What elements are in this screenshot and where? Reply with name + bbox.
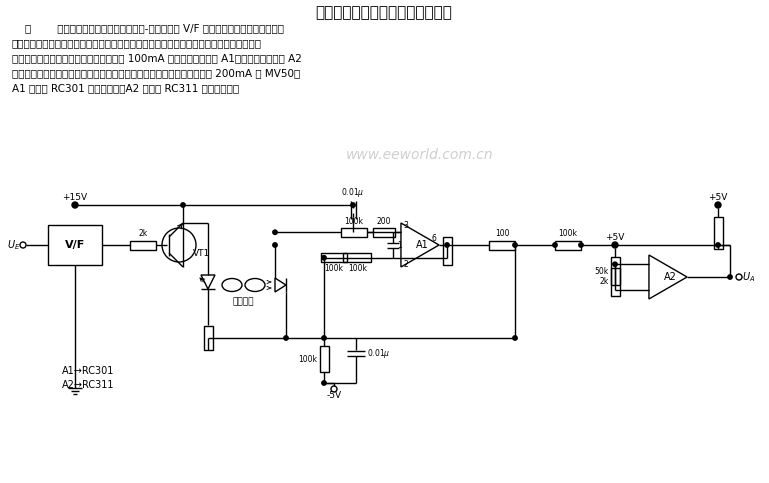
Text: A2: A2 bbox=[664, 272, 677, 282]
Text: 3: 3 bbox=[404, 221, 408, 230]
Bar bbox=[611, 268, 620, 296]
Text: 100k: 100k bbox=[325, 264, 344, 273]
Bar bbox=[321, 253, 347, 262]
Text: +5V: +5V bbox=[605, 233, 624, 242]
Text: 100k: 100k bbox=[348, 264, 367, 273]
Circle shape bbox=[351, 203, 355, 207]
Text: 2k: 2k bbox=[138, 229, 148, 239]
Text: A1: A1 bbox=[415, 240, 428, 250]
Circle shape bbox=[273, 243, 277, 247]
Circle shape bbox=[321, 336, 326, 340]
Text: 2k: 2k bbox=[599, 278, 608, 286]
Text: $U_E$: $U_E$ bbox=[7, 238, 20, 252]
Text: www.eeworld.com.cn: www.eeworld.com.cn bbox=[346, 148, 494, 162]
Text: +5V: +5V bbox=[708, 193, 727, 202]
Text: +15V: +15V bbox=[62, 193, 88, 202]
Circle shape bbox=[321, 381, 326, 385]
Circle shape bbox=[73, 203, 77, 207]
Bar bbox=[489, 241, 515, 250]
Text: VT1: VT1 bbox=[193, 248, 210, 257]
Text: 2: 2 bbox=[404, 260, 408, 269]
Bar bbox=[130, 241, 156, 250]
Text: 100k: 100k bbox=[345, 217, 364, 226]
Bar bbox=[714, 217, 723, 249]
Circle shape bbox=[181, 203, 185, 207]
Text: A1 可采用 RC301 运算放大器，A2 可采用 RC311 运算放大器。: A1 可采用 RC301 运算放大器，A2 可采用 RC311 运算放大器。 bbox=[12, 83, 239, 93]
Bar bbox=[48, 225, 102, 265]
Circle shape bbox=[321, 256, 326, 260]
Text: A2→RC311: A2→RC311 bbox=[62, 380, 115, 390]
Text: 管送进光导纤维。光导纤维或聚苯乙烯杆的长度决定于数字或模拟信号输入端和光敏二极管: 管送进光导纤维。光导纤维或聚苯乙烯杆的长度决定于数字或模拟信号输入端和光敏二极管 bbox=[12, 38, 262, 48]
Text: $0.01\mu$: $0.01\mu$ bbox=[367, 346, 391, 359]
Bar bbox=[319, 346, 328, 372]
Text: 之间隔离的电压值。光敏二极管可驱动有 100mA 输出的运算放大器 A1，再经运算放大器 A2: 之间隔离的电压值。光敏二极管可驱动有 100mA 输出的运算放大器 A1，再经运… bbox=[12, 53, 302, 63]
Text: 200: 200 bbox=[377, 217, 391, 226]
Circle shape bbox=[613, 243, 618, 247]
Circle shape bbox=[273, 230, 277, 234]
Text: -5V: -5V bbox=[326, 391, 341, 400]
Text: 100k: 100k bbox=[558, 229, 578, 239]
Circle shape bbox=[444, 243, 449, 247]
Text: $U_A$: $U_A$ bbox=[742, 270, 755, 284]
Text: A1→RC301: A1→RC301 bbox=[62, 366, 115, 376]
Circle shape bbox=[284, 336, 288, 340]
Circle shape bbox=[513, 336, 518, 340]
Circle shape bbox=[613, 262, 618, 267]
Text: 100k: 100k bbox=[298, 355, 318, 364]
Bar bbox=[204, 326, 212, 350]
Text: 100: 100 bbox=[494, 229, 509, 239]
Text: 光导纤维: 光导纤维 bbox=[233, 297, 255, 306]
Text: 50k: 50k bbox=[594, 267, 608, 275]
Bar bbox=[341, 228, 367, 237]
Text: 6: 6 bbox=[431, 234, 437, 243]
Text: 1: 1 bbox=[397, 241, 401, 250]
Circle shape bbox=[579, 243, 583, 247]
Circle shape bbox=[553, 243, 558, 247]
Text: 图        电路首先将输入模拟信号经电压-频率变换器 V/F 变换为频率信号，由发光二极: 图 电路首先将输入模拟信号经电压-频率变换器 V/F 变换为频率信号，由发光二极 bbox=[12, 23, 284, 33]
Text: 采用光导纤维传输数据的耦合电路: 采用光导纤维传输数据的耦合电路 bbox=[315, 5, 452, 20]
Circle shape bbox=[716, 203, 721, 207]
Bar bbox=[611, 257, 620, 285]
Bar bbox=[373, 228, 395, 237]
Text: $0.01\mu$: $0.01\mu$ bbox=[341, 186, 365, 199]
Text: 放大就可驱动电缆、继电器或扬声器等负载。发光二极管可采用输出高达 200mA 的 MV50，: 放大就可驱动电缆、继电器或扬声器等负载。发光二极管可采用输出高达 200mA 的… bbox=[12, 68, 300, 78]
Circle shape bbox=[716, 243, 721, 247]
Bar bbox=[555, 241, 581, 250]
Bar bbox=[344, 253, 371, 262]
Circle shape bbox=[727, 275, 732, 279]
Circle shape bbox=[513, 243, 518, 247]
Text: V/F: V/F bbox=[65, 240, 85, 250]
Bar bbox=[442, 237, 451, 265]
